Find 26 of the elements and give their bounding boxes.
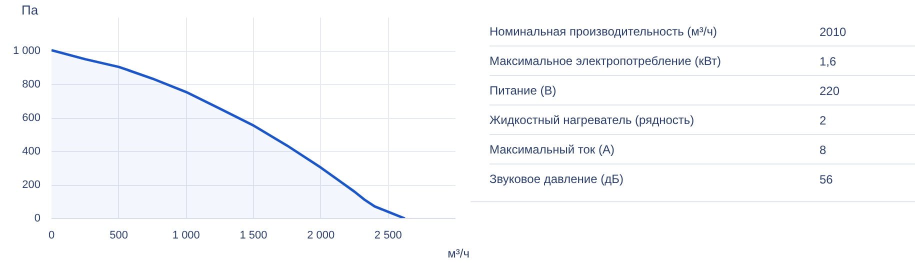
category-label: Номинальная производительность (м³/ч) bbox=[490, 24, 717, 38]
text: 56 bbox=[820, 172, 833, 186]
category-label: Максимальный ток (А) bbox=[490, 142, 614, 156]
text: 2010 bbox=[820, 24, 846, 39]
category-label: Жидкостный нагреватель (рядность) bbox=[490, 112, 694, 127]
x-tick-label: 2 500 bbox=[374, 230, 402, 242]
y-tick-label: 200 bbox=[22, 179, 41, 191]
text: 2 bbox=[820, 113, 826, 128]
y-tick-label: 0 bbox=[34, 212, 41, 224]
category-label: Звуковое давление (дБ) bbox=[490, 172, 624, 186]
y-axis-title: Па bbox=[22, 2, 39, 18]
y-tick-label: 800 bbox=[22, 78, 41, 90]
category-label: Максимальное электропотребление (кВт) bbox=[490, 54, 721, 68]
text: 1,6 bbox=[820, 54, 836, 68]
x-axis-title: м³/ч bbox=[448, 246, 470, 260]
text: 220 bbox=[820, 84, 840, 98]
y-tick-label: 1 000 bbox=[12, 45, 41, 57]
x-tick-label: 500 bbox=[110, 230, 128, 242]
y-tick-label: 600 bbox=[22, 112, 41, 124]
x-tick-label: 2 000 bbox=[307, 230, 335, 242]
x-tick-label: 0 bbox=[48, 230, 55, 242]
x-tick-label: 1 500 bbox=[240, 230, 268, 242]
category-label: Питание (В) bbox=[490, 83, 556, 98]
text: 8 bbox=[820, 142, 826, 157]
x-tick-label: 1 000 bbox=[172, 230, 200, 242]
y-tick-label: 400 bbox=[22, 146, 41, 158]
